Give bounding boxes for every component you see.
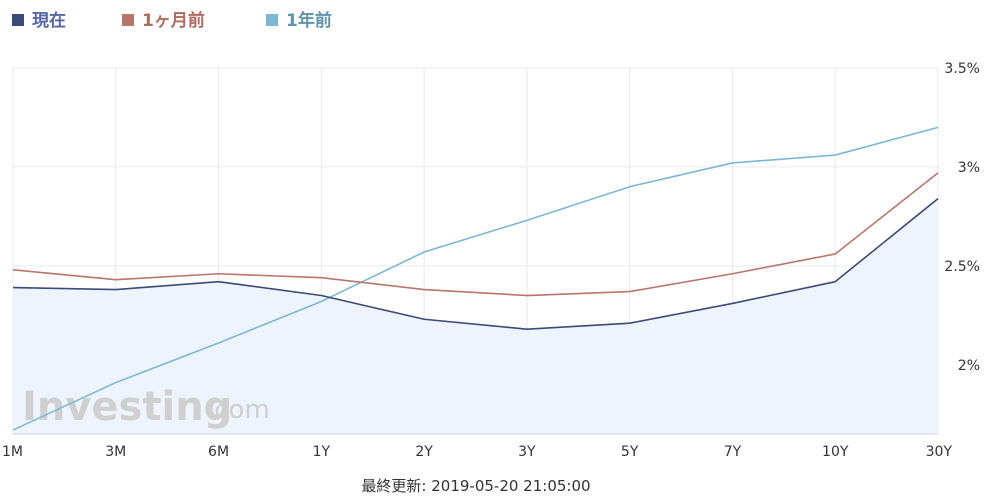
x-tick-label-1y: 1Y xyxy=(313,444,331,460)
legend-item-1-year-ago[interactable]: 1年前 xyxy=(266,10,332,31)
series-line-0[interactable] xyxy=(12,197,939,330)
legend-label-1-year-ago: 1年前 xyxy=(286,10,332,31)
y-tick-label: 2.5% xyxy=(944,259,980,275)
x-axis-ticks: 1M 3M 6M 1Y 2Y 3Y 5Y 7Y 10Y 30Y xyxy=(2,444,952,460)
legend-swatch-current xyxy=(12,14,24,26)
legend-label-current: 現在 xyxy=(32,10,66,31)
watermark-brand: Investing xyxy=(22,384,232,430)
series-line-1[interactable] xyxy=(12,172,939,297)
last-updated-text: 最終更新: 2019-05-20 21:05:00 xyxy=(361,477,590,495)
legend-swatch-1-year-ago xyxy=(266,14,278,26)
x-tick-label-3y: 3Y xyxy=(518,444,536,460)
investing-watermark: Investing .com xyxy=(22,384,270,430)
x-tick-label-7y: 7Y xyxy=(724,444,742,460)
y-axis-ticks: 2% 2.5% 3% 3.5% xyxy=(944,61,980,374)
watermark-suffix: .com xyxy=(206,395,270,425)
current-area-fill xyxy=(13,198,938,434)
legend-item-current[interactable]: 現在 xyxy=(12,10,66,31)
series-line-2[interactable] xyxy=(12,126,939,431)
series-lines xyxy=(12,126,939,431)
x-tick-label-3m: 3M xyxy=(105,444,126,460)
y-tick-label: 3.5% xyxy=(944,61,980,77)
legend: 現在 1ヶ月前 1年前 xyxy=(12,10,332,31)
x-tick-label-1m: 1M xyxy=(2,444,23,460)
legend-item-1-month-ago[interactable]: 1ヶ月前 xyxy=(122,10,205,31)
y-tick-label: 2% xyxy=(958,358,980,374)
legend-label-1-month-ago: 1ヶ月前 xyxy=(142,10,205,31)
x-tick-label-6m: 6M xyxy=(208,444,229,460)
x-tick-label-30y: 30Y xyxy=(926,444,953,460)
x-tick-label-5y: 5Y xyxy=(621,444,639,460)
y-tick-label: 3% xyxy=(958,160,980,176)
legend-swatch-1-month-ago xyxy=(122,14,134,26)
x-tick-label-2y: 2Y xyxy=(415,444,433,460)
x-tick-label-10y: 10Y xyxy=(822,444,849,460)
